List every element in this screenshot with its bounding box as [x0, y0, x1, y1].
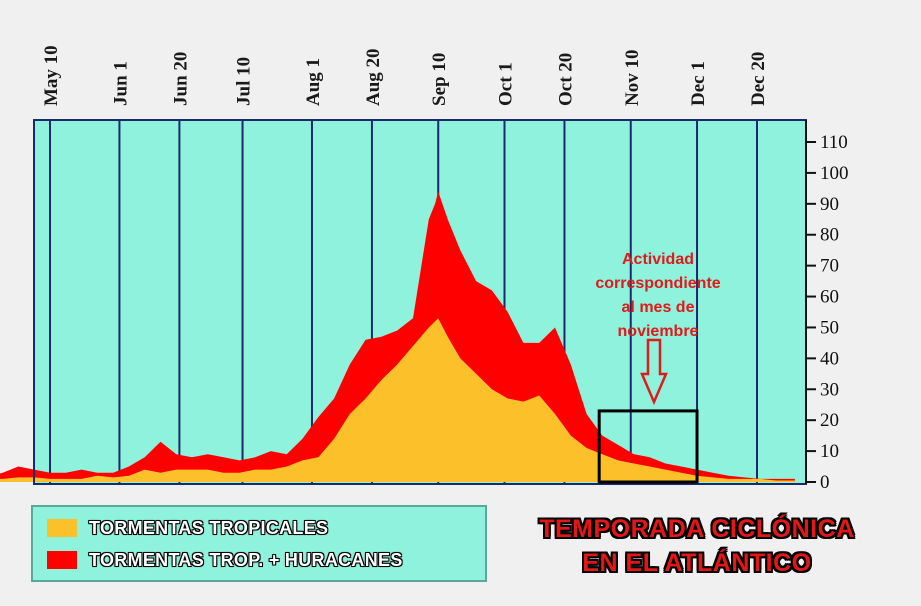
y-tick-label: 80	[820, 225, 839, 246]
series-area-tropical-storms	[0, 318, 795, 482]
x-tick-label: Dec 1	[688, 61, 709, 106]
y-tick-label: 10	[820, 441, 839, 462]
x-tick-label: Sep 10	[429, 53, 450, 106]
legend-swatch-tropical-storms	[47, 519, 77, 537]
down-arrow-icon	[640, 338, 668, 406]
y-tick-label: 0	[820, 472, 830, 493]
y-tick-label: 90	[820, 194, 839, 215]
x-tick-label: Aug 20	[363, 48, 384, 106]
y-tick-label: 40	[820, 348, 839, 369]
legend-label-tropical-storms: TORMENTAS TROPICALES	[89, 517, 329, 538]
x-tick-label: Nov 10	[622, 50, 643, 106]
legend-label-storms-plus-hurricanes: TORMENTAS TROP. + HURACANES	[89, 549, 403, 570]
x-tick-label: May 10	[41, 45, 62, 106]
annotation-line: correspondiente	[595, 275, 720, 292]
legend-item-tropical-storms: TORMENTAS TROPICALES	[47, 517, 328, 539]
x-tick-label: Oct 20	[555, 53, 576, 106]
legend: TORMENTAS TROPICALES TORMENTAS TROP. + H…	[31, 505, 487, 582]
november-highlight-box	[597, 409, 699, 484]
x-tick-label: Dec 20	[748, 52, 769, 106]
x-tick-label: Jul 10	[234, 57, 255, 106]
chart-title: TEMPORADA CICLÓNICA EN EL ATLÁNTICO	[497, 512, 897, 580]
x-tick-label: Jun 1	[110, 61, 131, 106]
series-area-storms-plus-hurricanes	[0, 191, 795, 482]
arrow-shape	[640, 338, 668, 406]
legend-swatch-storms-plus-hurricanes	[47, 551, 77, 569]
annotation-line: Actividad	[622, 251, 694, 268]
annotation-line: noviembre	[618, 323, 699, 340]
y-axis: 0 10 20 30 40 50 60 70 80 90 100 110	[805, 120, 849, 493]
y-tick-label: 100	[820, 163, 849, 184]
y-tick-label: 30	[820, 379, 839, 400]
y-tick-label: 70	[820, 256, 839, 277]
x-tick-label: Jun 20	[170, 52, 191, 106]
annotation-line: al mes de	[622, 299, 695, 316]
x-tick-labels: May 10 Jun 1 Jun 20 Jul 10 Aug 1 Aug 20 Sep 10…	[41, 45, 769, 106]
annotation-text: Actividad correspondiente al mes de noviemb…	[595, 251, 720, 340]
y-tick-label: 50	[820, 317, 839, 338]
x-tick-label: Oct 1	[496, 62, 517, 106]
chart-title-line-1: TEMPORADA CICLÓNICA	[539, 515, 855, 543]
y-tick-label: 20	[820, 410, 839, 431]
y-tick-label: 60	[820, 287, 839, 308]
x-tick-label: Aug 1	[303, 58, 324, 106]
legend-item-storms-plus-hurricanes: TORMENTAS TROP. + HURACANES	[47, 549, 403, 571]
chart-title-line-2: EN EL ATLÁNTICO	[582, 549, 812, 577]
y-tick-label: 110	[820, 132, 848, 153]
